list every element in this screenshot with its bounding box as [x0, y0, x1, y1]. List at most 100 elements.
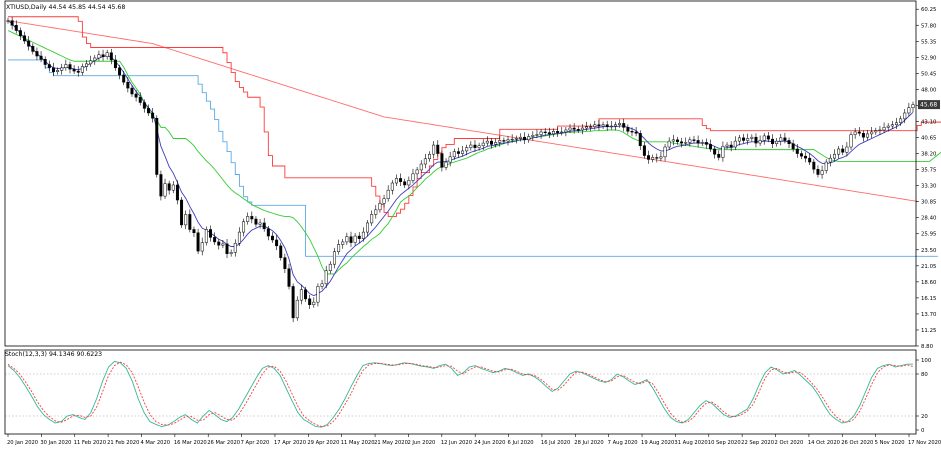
candle-body	[39, 55, 43, 60]
candle-body	[713, 148, 717, 155]
candle-body	[605, 124, 609, 127]
candle-body	[775, 140, 779, 144]
candle-body	[750, 136, 754, 139]
candle-body	[539, 131, 543, 135]
candle-body	[771, 138, 774, 144]
candle-body	[564, 129, 568, 133]
candle-body	[72, 68, 76, 72]
candle-body	[80, 66, 84, 73]
candle-body	[415, 169, 419, 175]
candle-body	[27, 40, 31, 47]
candle-body	[729, 144, 733, 148]
candle-body	[279, 245, 283, 258]
stochastic-pane-frame	[4, 349, 917, 435]
candle-body	[213, 237, 217, 243]
candle-body	[428, 153, 431, 160]
candle-body	[791, 143, 795, 150]
candle-body	[31, 45, 35, 52]
candle-body	[200, 242, 204, 252]
candle-body	[820, 170, 824, 175]
price-tick-label: 55.35	[921, 39, 936, 45]
candle-body	[118, 67, 122, 76]
time-tick-label: 11 Feb 2020	[74, 440, 106, 446]
candle-body	[217, 241, 221, 246]
candle-body	[506, 139, 510, 142]
candle-body	[23, 35, 27, 42]
indicator-lines	[7, 16, 941, 297]
candle-body	[907, 107, 911, 114]
time-tick-label: 7 Apr 2020	[241, 440, 270, 446]
candle-body	[841, 148, 845, 153]
price-pane-frame	[4, 0, 917, 347]
candle-body	[142, 102, 146, 109]
time-tick-label: 14 Oct 2020	[808, 440, 840, 446]
candle-body	[349, 236, 353, 243]
candle-body	[324, 270, 328, 285]
candle-body	[10, 20, 14, 26]
time-tick-label: 17 Nov 2020	[908, 440, 941, 446]
candle-body	[345, 236, 349, 243]
candle-body	[208, 229, 212, 238]
candle-body	[613, 124, 617, 127]
time-tick-label: 19 Aug 2020	[641, 440, 674, 446]
stochastic-tick-label: 80	[921, 372, 928, 378]
price-tick-label: 57.80	[921, 23, 937, 29]
candle-body	[283, 257, 287, 270]
price-tick-label: 13.70	[921, 312, 937, 318]
candle-body	[762, 135, 766, 141]
candle-body	[531, 134, 535, 137]
time-tick-label: 12 Jun 2020	[441, 440, 472, 446]
lower-channel-line	[8, 59, 938, 257]
candle-body	[93, 57, 97, 61]
candle-body	[659, 156, 663, 159]
candle-body	[795, 148, 799, 154]
candle-body	[485, 140, 489, 144]
price-tick-label: 50.45	[921, 71, 936, 77]
candle-body	[221, 243, 225, 246]
candle-body	[589, 126, 593, 128]
candlesticks	[6, 16, 915, 323]
candle-body	[576, 129, 580, 131]
candle-body	[147, 108, 150, 114]
price-tick-label: 28.40	[921, 216, 937, 222]
price-tick-label: 43.10	[921, 119, 937, 125]
candle-body	[551, 131, 555, 135]
candle-body	[411, 173, 415, 181]
candle-body	[461, 150, 465, 154]
price-tick-label: 25.95	[921, 232, 936, 238]
candle-body	[663, 146, 667, 158]
stochastic-tick-label: 100	[921, 358, 932, 364]
time-axis: 20 Jan 2020 30 Jan 2020 11 Feb 2020 21 Feb …	[7, 434, 941, 446]
candle-body	[502, 140, 506, 142]
candle-body	[473, 144, 477, 148]
candle-body	[242, 221, 246, 233]
candle-body	[490, 140, 493, 145]
candle-body	[175, 184, 179, 201]
candle-body	[671, 139, 675, 142]
candle-body	[861, 133, 865, 138]
candle-body	[399, 178, 403, 182]
stochastic-pane-title: Stoch(12,3,3) 94.1346 90.6223	[5, 351, 102, 358]
candle-body	[808, 157, 812, 163]
candle-body	[254, 218, 258, 225]
candle-body	[43, 59, 47, 65]
candle-body	[151, 112, 155, 119]
candle-body	[370, 214, 374, 224]
candle-body	[783, 137, 787, 141]
candle-body	[105, 52, 109, 57]
candle-body	[138, 97, 142, 103]
candle-body	[514, 138, 518, 140]
stochastic-tick-label: 20	[921, 414, 928, 420]
time-tick-label: 5 Nov 2020	[875, 440, 905, 446]
candle-body	[180, 199, 184, 226]
time-tick-label: 21 May 2020	[374, 440, 408, 446]
price-tag-background	[918, 100, 940, 110]
candle-body	[134, 93, 138, 98]
stochastic-tick-label: 0	[921, 428, 925, 434]
candle-body	[911, 104, 915, 108]
candle-body	[675, 139, 679, 143]
stochastic-signal-line	[7, 361, 914, 427]
candle-body	[262, 222, 266, 230]
time-tick-label: 26 Mar 2020	[207, 440, 240, 446]
